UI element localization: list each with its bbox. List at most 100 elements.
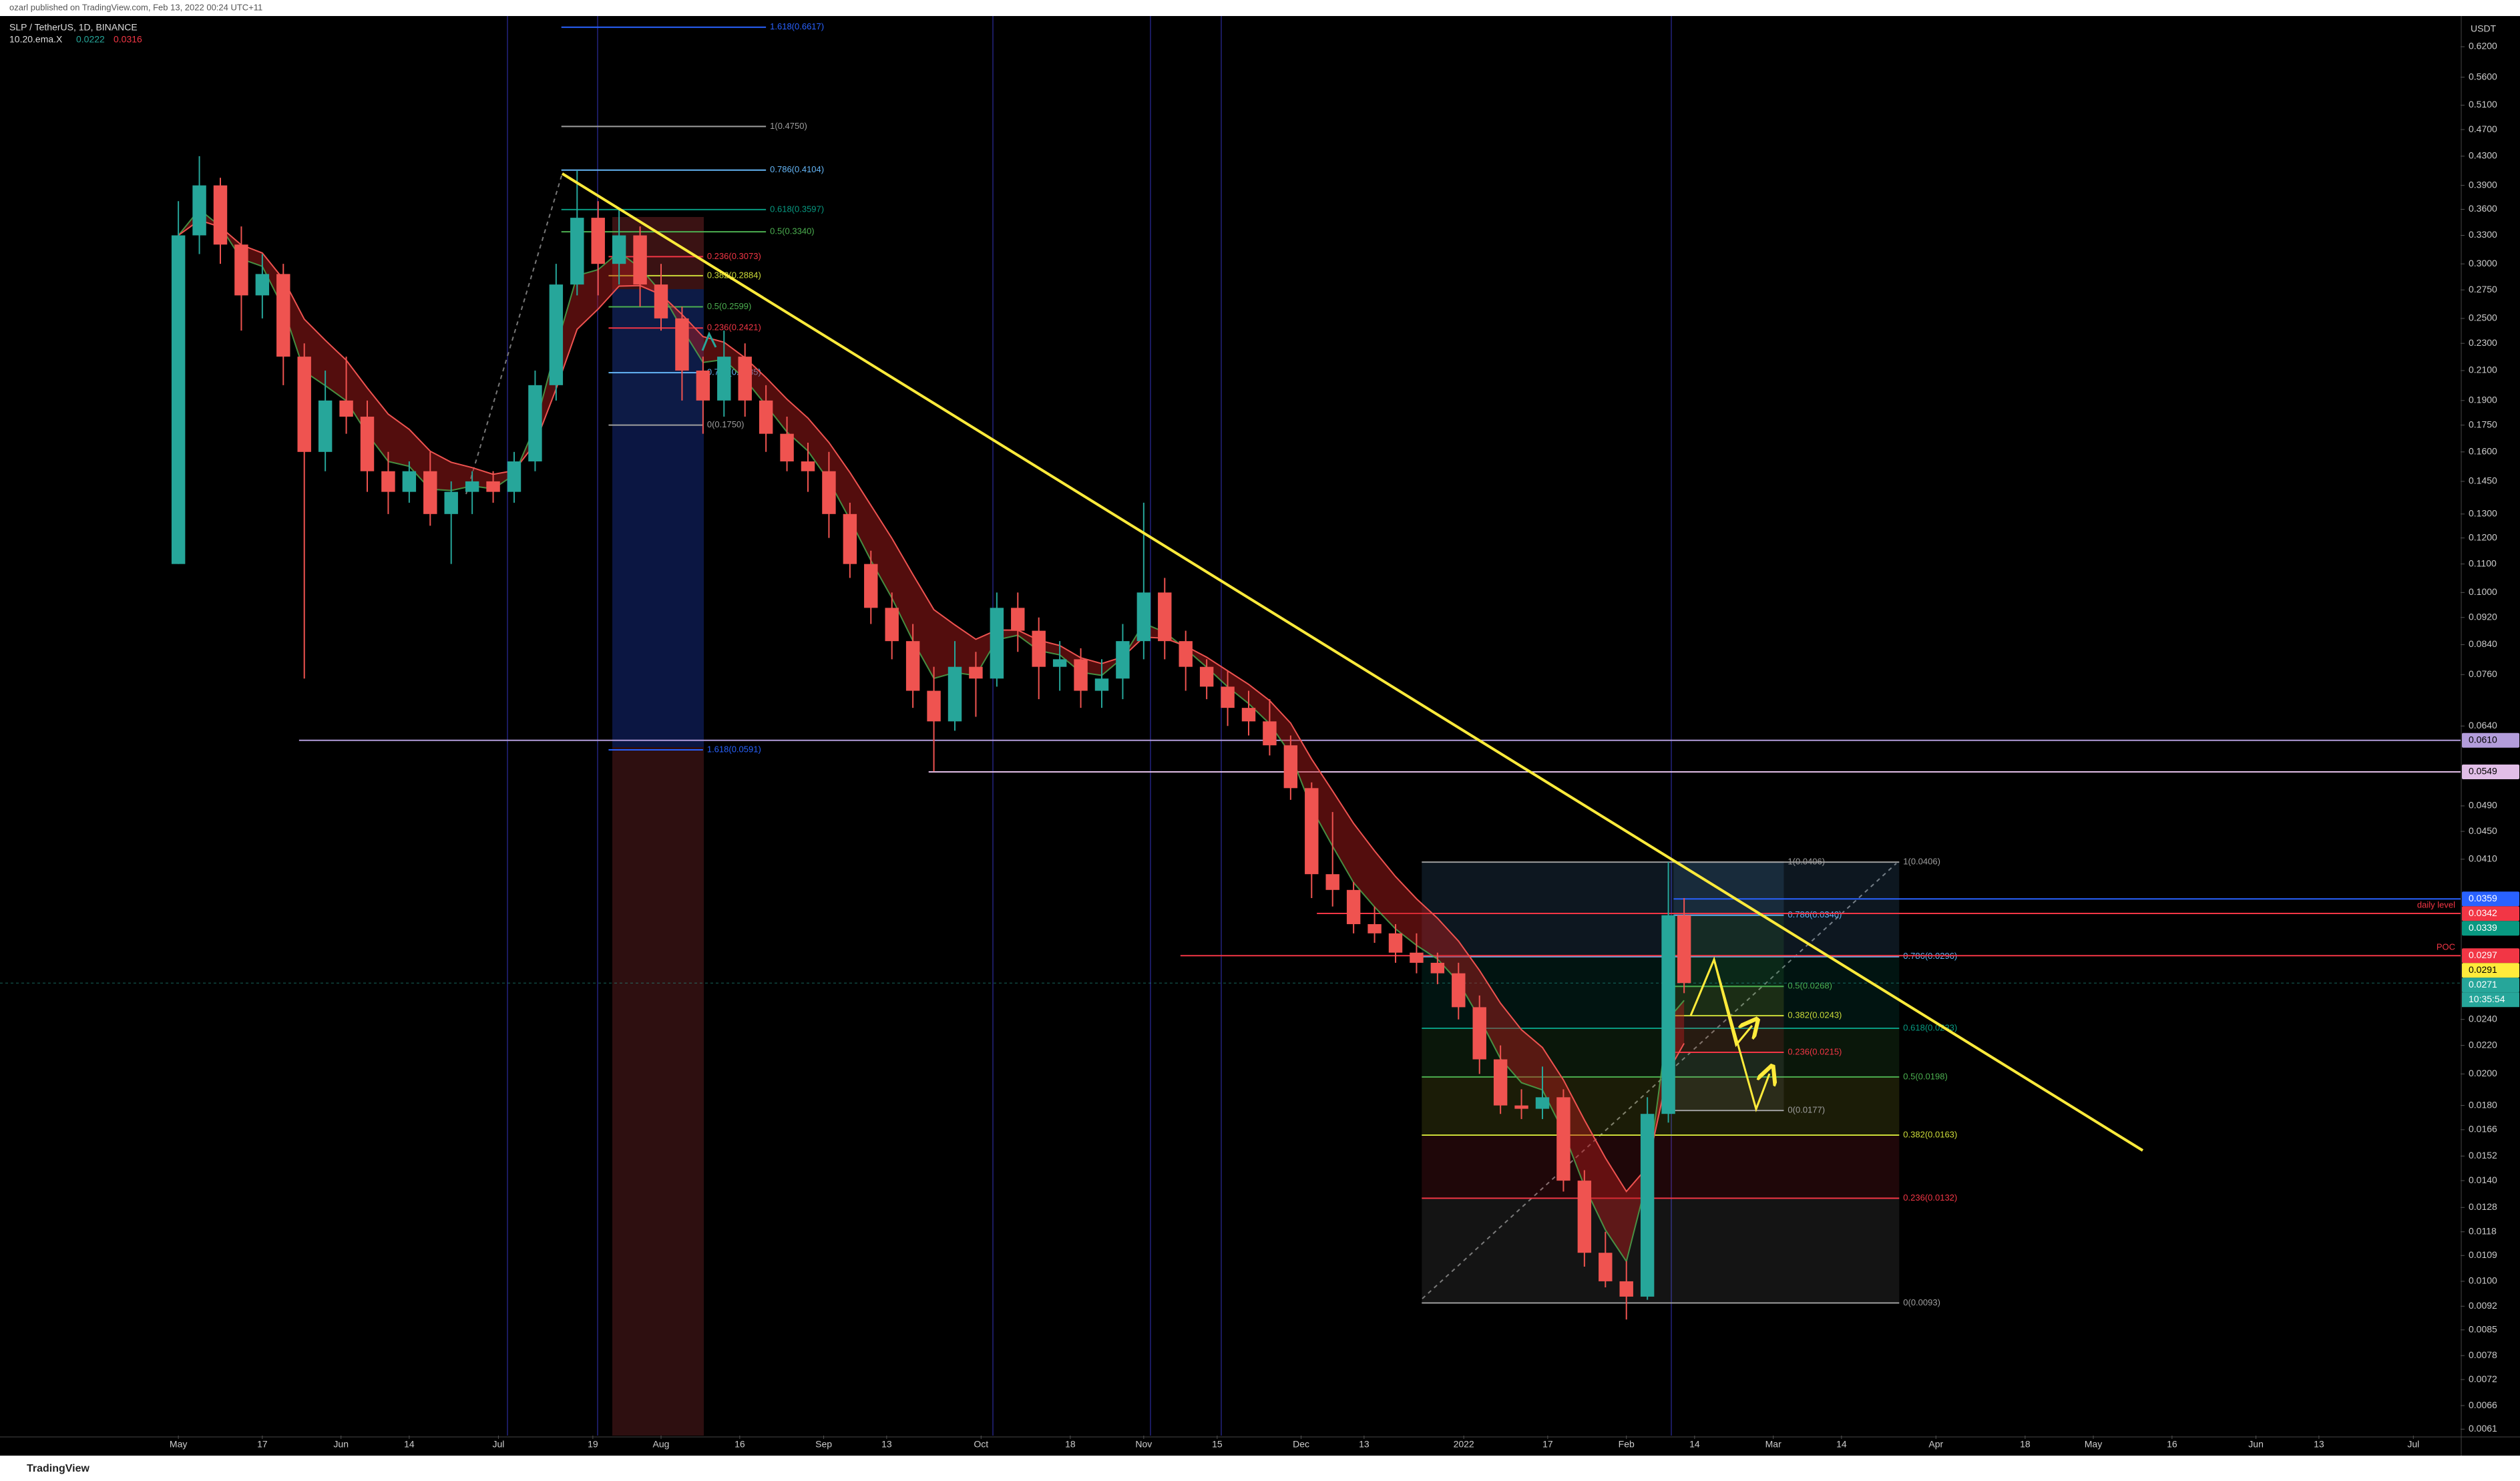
x-tick-label: May xyxy=(2085,1439,2102,1450)
candle-body xyxy=(1032,630,1046,667)
x-tick-label: 18 xyxy=(2020,1439,2031,1450)
price-badge xyxy=(2462,963,2519,978)
candle-body xyxy=(1116,641,1130,679)
x-tick-label: Jun xyxy=(2248,1439,2264,1450)
price-badge-label: 0.0610 xyxy=(2469,734,2497,745)
y-tick-label: 0.0450 xyxy=(2469,825,2497,836)
price-badge-label: 0.0271 xyxy=(2469,979,2497,990)
short-zone xyxy=(612,747,704,1436)
x-tick-label: Aug xyxy=(653,1439,670,1450)
candle-body xyxy=(717,357,731,401)
y-tick-label: 0.3600 xyxy=(2469,203,2497,214)
candle-body xyxy=(1179,641,1193,667)
candle-body xyxy=(444,491,458,514)
candle-body xyxy=(1452,973,1466,1008)
drawings-top xyxy=(0,16,2520,1456)
x-tick-label: Apr xyxy=(1928,1439,1943,1450)
x-tick-label: Nov xyxy=(1135,1439,1152,1450)
candle-body xyxy=(1094,678,1109,691)
candle-body xyxy=(696,370,710,401)
footer-bar xyxy=(0,1456,2520,1481)
candle-body xyxy=(1556,1097,1570,1181)
x-tick-label: 18 xyxy=(1065,1439,1076,1450)
candle-body xyxy=(1577,1181,1592,1253)
y-tick-label: 0.0109 xyxy=(2469,1249,2497,1260)
fib-label: 0.5(0.0198) xyxy=(1903,1071,1948,1081)
y-tick-label: 0.0920 xyxy=(2469,611,2497,622)
y-tick-label: 0.0490 xyxy=(2469,800,2497,811)
fib-label: 1.618(0.0591) xyxy=(707,744,761,754)
fib-zone xyxy=(1422,862,1900,957)
y-tick-label: 0.0066 xyxy=(2469,1400,2497,1410)
candle-body xyxy=(507,461,521,492)
y-tick-label: 0.0085 xyxy=(2469,1323,2497,1334)
header-bar xyxy=(0,0,2520,16)
footer-text: TradingView xyxy=(27,1463,90,1474)
candle-body xyxy=(1388,933,1403,953)
x-tick-label: May xyxy=(170,1439,187,1450)
y-tick-label: 0.3900 xyxy=(2469,179,2497,190)
x-tick-label: 14 xyxy=(1836,1439,1847,1450)
candle-body xyxy=(1514,1105,1528,1109)
candle-body xyxy=(990,608,1004,679)
x-tick-label: 17 xyxy=(257,1439,268,1450)
price-badge-label: 0.0549 xyxy=(2469,766,2497,777)
fib-label: 0.5(0.2599) xyxy=(707,301,752,311)
projection-arrow xyxy=(1713,959,1769,1112)
price-badge xyxy=(2462,948,2519,964)
x-tick-label: Jun xyxy=(333,1439,349,1450)
price-badge-label: 0.0342 xyxy=(2469,907,2497,918)
candle-body xyxy=(213,185,228,245)
x-tick-label: 14 xyxy=(404,1439,415,1450)
x-tick-label: Oct xyxy=(974,1439,988,1450)
candle-body xyxy=(234,244,248,296)
candle-body xyxy=(1136,592,1151,642)
candle-body xyxy=(549,284,564,385)
chart-title: SLP / TetherUS, 1D, BINANCE xyxy=(9,22,138,33)
candle-body xyxy=(1535,1097,1550,1109)
fib-label: 0(0.1750) xyxy=(707,419,745,429)
candle-body xyxy=(276,274,290,357)
y-tick-label: 0.1600 xyxy=(2469,446,2497,457)
y-tick-label: 0.3300 xyxy=(2469,229,2497,240)
candle-body xyxy=(905,641,920,691)
candle-body xyxy=(486,481,500,492)
candle-body xyxy=(1661,915,1675,1114)
candle-body xyxy=(1199,666,1214,687)
y-tick-label: 0.0180 xyxy=(2469,1099,2497,1110)
candle-body xyxy=(1283,745,1298,789)
candle-body xyxy=(633,235,647,285)
candle-body xyxy=(1263,721,1277,746)
candle-body xyxy=(1052,659,1067,667)
x-tick-label: 16 xyxy=(734,1439,745,1450)
price-line-note: POC xyxy=(2437,942,2455,952)
price-line-note: daily level xyxy=(2417,899,2455,909)
fib-label: 0.786(0.0340) xyxy=(1788,909,1842,919)
x-tick-label: Jul xyxy=(492,1439,504,1450)
candle-body xyxy=(759,400,773,434)
y-tick-label: 0.6200 xyxy=(2469,41,2497,51)
candle-body xyxy=(1346,889,1361,925)
fib-label: 1(0.0406) xyxy=(1903,857,1940,867)
candle-body xyxy=(171,235,186,564)
fib-zone xyxy=(1422,956,1900,1028)
fib-label: 0.236(0.0215) xyxy=(1788,1046,1842,1056)
fib-zone xyxy=(1422,1198,1900,1303)
marker-arrow xyxy=(701,331,717,351)
price-badge xyxy=(2462,732,2519,748)
candle-body xyxy=(1221,686,1235,708)
price-badge-label: 0.0359 xyxy=(2469,893,2497,903)
x-tick-label: 19 xyxy=(588,1439,598,1450)
countdown: 10:35:54 xyxy=(2469,994,2505,1004)
candle-body xyxy=(381,471,395,492)
candle-body xyxy=(738,357,752,401)
candle-body xyxy=(1368,924,1382,933)
fib-label: 0.236(0.2421) xyxy=(707,323,761,333)
x-tick-label: 17 xyxy=(1542,1439,1553,1450)
fib-label: 1(0.4750) xyxy=(770,121,807,131)
candle-body xyxy=(339,400,353,417)
candle-body xyxy=(255,274,270,296)
y-tick-label: 0.0140 xyxy=(2469,1175,2497,1185)
candle-body xyxy=(1305,788,1319,875)
